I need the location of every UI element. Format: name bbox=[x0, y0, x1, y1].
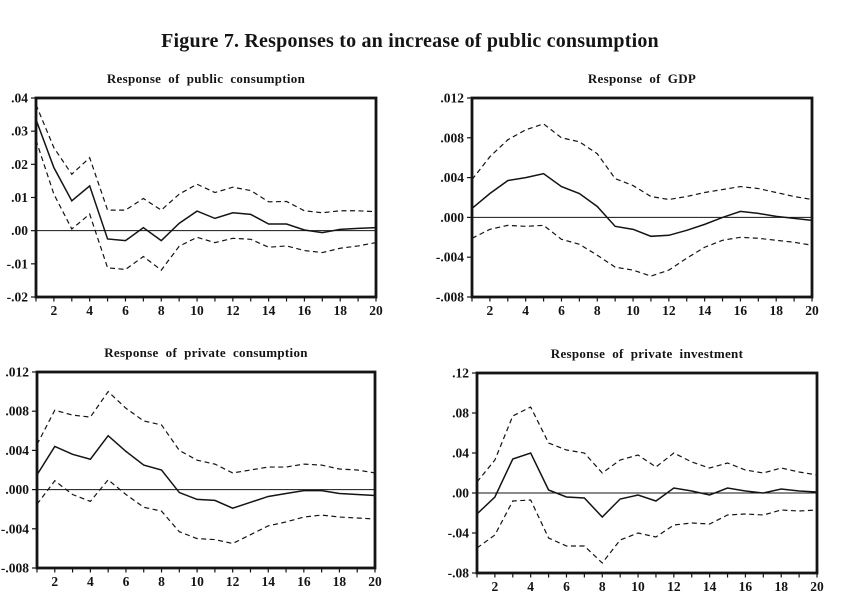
lower-confidence-band bbox=[471, 224, 813, 277]
plot-border bbox=[470, 96, 814, 299]
x-axis-tick-label: 6 bbox=[558, 303, 565, 318]
x-axis-tick-label: 14 bbox=[262, 303, 276, 318]
upper-confidence-band bbox=[35, 104, 377, 214]
x-axis-tick-label: 4 bbox=[527, 579, 534, 594]
x-axis-tick-label: 12 bbox=[226, 574, 240, 589]
y-axis-tick-label: -.08 bbox=[448, 566, 470, 581]
x-axis-tick-label: 12 bbox=[662, 303, 676, 318]
x-axis-tick-label: 8 bbox=[158, 574, 165, 589]
x-axis-tick-label: 10 bbox=[190, 574, 204, 589]
y-axis-tick-label: .004 bbox=[440, 170, 464, 185]
panel-title: Response of private consumption bbox=[104, 345, 308, 360]
y-axis-tick-label: .008 bbox=[440, 130, 464, 145]
x-axis-tick-label: 6 bbox=[563, 579, 570, 594]
x-axis-tick-label: 18 bbox=[333, 574, 347, 589]
plot-border bbox=[34, 96, 378, 299]
x-axis-tick-label: 10 bbox=[631, 579, 645, 594]
x-axis-tick-label: 2 bbox=[492, 579, 499, 594]
x-axis-tick-label: 16 bbox=[739, 579, 753, 594]
x-axis-tick-label: 20 bbox=[368, 574, 382, 589]
x-axis-tick-label: 4 bbox=[86, 303, 93, 318]
x-axis-tick-label: 16 bbox=[298, 303, 312, 318]
x-axis-tick-label: 8 bbox=[158, 303, 165, 318]
x-axis-tick-label: 12 bbox=[226, 303, 240, 318]
x-axis-tick-label: 20 bbox=[805, 303, 819, 318]
y-axis-tick-label: .000 bbox=[5, 482, 29, 497]
x-axis-tick-label: 20 bbox=[369, 303, 383, 318]
x-axis-tick-label: 10 bbox=[190, 303, 204, 318]
y-axis-tick-label: -.01 bbox=[7, 256, 29, 271]
x-axis-tick-label: 8 bbox=[594, 303, 601, 318]
x-axis-tick-label: 10 bbox=[626, 303, 640, 318]
x-axis-tick-label: 18 bbox=[333, 303, 347, 318]
y-axis-tick-label: .04 bbox=[11, 91, 28, 106]
y-axis-tick-label: .04 bbox=[452, 446, 469, 461]
x-axis-tick-label: 14 bbox=[698, 303, 712, 318]
upper-confidence-band bbox=[471, 123, 813, 201]
y-axis-tick-label: .12 bbox=[452, 366, 469, 381]
line-chart-private-consumption: .012 .008 .004 .000 -.004 -.008 2 4 6 8 10 12 14 16 18… bbox=[1, 365, 382, 590]
y-axis-tick-label: -.008 bbox=[1, 561, 29, 576]
line-chart-gdp: .012 .008 .004 .000 -.004 -.008 2 4 6 8 10 12 14 16 18… bbox=[436, 91, 819, 319]
upper-confidence-band bbox=[36, 390, 376, 474]
x-axis-tick-label: 20 bbox=[810, 579, 824, 594]
y-axis-tick-label: .012 bbox=[440, 91, 464, 106]
x-axis-tick-label: 14 bbox=[262, 574, 276, 589]
x-axis-tick-label: 6 bbox=[122, 303, 129, 318]
response-line bbox=[476, 452, 818, 519]
y-axis-tick-label: .08 bbox=[452, 406, 469, 421]
x-axis-tick-label: 2 bbox=[51, 574, 58, 589]
y-axis-tick-label: .008 bbox=[5, 404, 29, 419]
y-axis-tick-label: .00 bbox=[11, 223, 28, 238]
line-chart-private-investment: .12 .08 .04 .00 -.04 -.08 2 4 6 8 10 12 14 16 18 20 bbox=[448, 366, 824, 595]
y-axis-tick-label: -.004 bbox=[436, 250, 464, 265]
y-axis-tick-label: .02 bbox=[11, 157, 28, 172]
line-chart-public-consumption: .04 .03 .02 .01 .00 -.01 -.02 2 4 6 8 10 12 14 16 18 20 bbox=[7, 91, 383, 319]
response-line bbox=[471, 172, 813, 238]
plot-border bbox=[475, 371, 819, 575]
response-line bbox=[36, 434, 376, 510]
y-axis-tick-label: .01 bbox=[11, 190, 28, 205]
lower-confidence-band bbox=[476, 499, 818, 564]
x-axis-tick-label: 6 bbox=[123, 574, 130, 589]
x-axis-tick-label: 4 bbox=[87, 574, 94, 589]
lower-confidence-band bbox=[35, 139, 377, 271]
y-axis-tick-label: -.04 bbox=[448, 526, 470, 541]
upper-confidence-band bbox=[476, 406, 818, 483]
y-axis-tick-label: .00 bbox=[452, 486, 469, 501]
response-line bbox=[35, 119, 377, 242]
x-axis-tick-label: 2 bbox=[487, 303, 494, 318]
y-axis-tick-label: .000 bbox=[440, 210, 464, 225]
x-axis-tick-label: 8 bbox=[599, 579, 606, 594]
lower-confidence-band bbox=[36, 478, 376, 545]
y-axis-tick-label: -.02 bbox=[7, 290, 29, 305]
plot-border bbox=[35, 370, 377, 570]
panel-title: Response of private investment bbox=[550, 346, 744, 361]
x-axis-tick-label: 18 bbox=[774, 579, 788, 594]
x-axis-tick-label: 2 bbox=[51, 303, 58, 318]
figure-title: Figure 7. Responses to an increase of pu… bbox=[161, 30, 659, 52]
y-axis-tick-label: -.008 bbox=[436, 290, 464, 305]
x-axis-tick-label: 4 bbox=[522, 303, 529, 318]
x-axis-tick-label: 16 bbox=[734, 303, 748, 318]
x-axis-tick-label: 14 bbox=[703, 579, 717, 594]
panel-title: Response of public consumption bbox=[106, 71, 306, 86]
x-axis-tick-label: 12 bbox=[667, 579, 681, 594]
panel-title: Response of GDP bbox=[587, 71, 697, 86]
y-axis-tick-label: -.004 bbox=[1, 521, 29, 536]
x-axis-tick-label: 18 bbox=[769, 303, 783, 318]
y-axis-tick-label: .012 bbox=[5, 365, 29, 380]
y-axis-tick-label: .03 bbox=[11, 124, 28, 139]
y-axis-tick-label: .004 bbox=[5, 443, 29, 458]
x-axis-tick-label: 16 bbox=[297, 574, 311, 589]
